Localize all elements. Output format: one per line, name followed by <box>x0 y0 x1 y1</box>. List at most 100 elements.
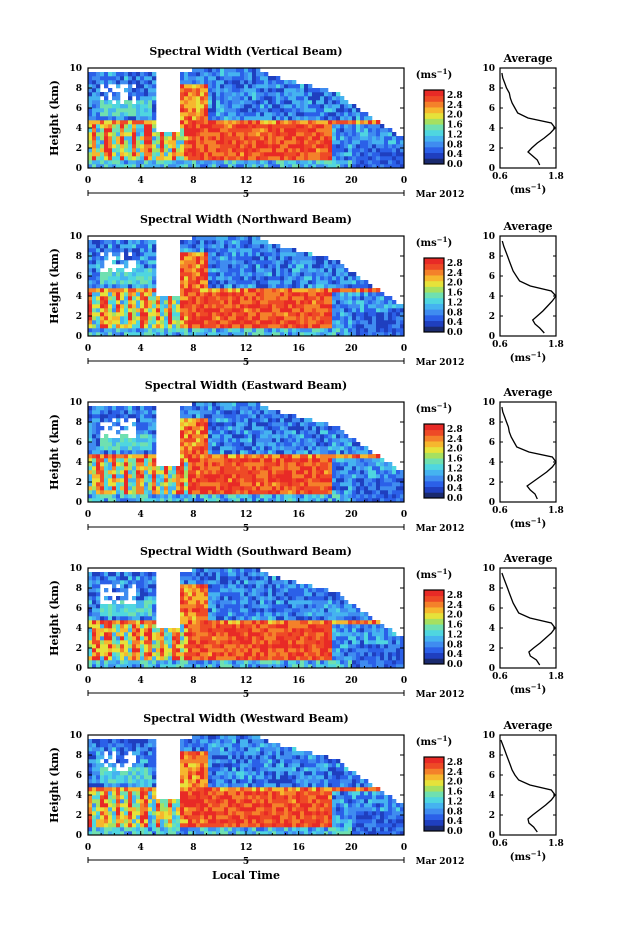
heatmap-cell <box>236 414 241 419</box>
heatmap-cell <box>240 244 245 249</box>
heatmap-cell <box>292 112 297 117</box>
heatmap-cell <box>116 76 121 81</box>
heatmap-cell <box>152 260 157 265</box>
heatmap-cell <box>176 320 181 325</box>
heatmap-cell <box>192 240 197 245</box>
heatmap-cell <box>88 252 93 257</box>
heatmap-cell <box>268 100 273 105</box>
date-label: Mar 2012 <box>416 358 465 368</box>
heatmap-cell <box>288 442 293 447</box>
heatmap-cell <box>204 478 209 483</box>
heatmap-cell <box>200 410 205 415</box>
heatmap-cell <box>100 478 105 483</box>
heatmap-cell <box>172 470 177 475</box>
heatmap-cell <box>92 312 97 317</box>
heatmap-cell <box>300 96 305 101</box>
heatmap-cell <box>400 498 405 503</box>
heatmap-cell <box>260 312 265 317</box>
heatmap-cell <box>172 148 177 153</box>
heatmap-cell <box>300 260 305 265</box>
heatmap-cell <box>140 414 145 419</box>
heatmap-cell <box>268 76 273 81</box>
heatmap-cell <box>276 418 281 423</box>
heatmap-cell <box>268 156 273 161</box>
heatmap-cell <box>92 422 97 427</box>
heatmap-cell <box>260 252 265 257</box>
heatmap-cell <box>100 80 105 85</box>
heatmap-cell <box>88 104 93 109</box>
heatmap-cell <box>200 422 205 427</box>
heatmap-cell <box>260 108 265 113</box>
colorbar-unit: (ms−1) <box>416 401 452 415</box>
heatmap-cell <box>212 128 217 133</box>
heatmap-cell <box>152 470 157 475</box>
heatmap-cell <box>144 442 149 447</box>
heatmap-cell <box>180 88 185 93</box>
heatmap-cell <box>308 160 313 165</box>
heatmap-cell <box>248 252 253 257</box>
heatmap-cell <box>208 244 213 249</box>
heatmap-cell <box>396 304 401 309</box>
heatmap-cell <box>260 300 265 305</box>
heatmap-cell <box>228 300 233 305</box>
heatmap-cell <box>216 104 221 109</box>
heatmap-cell <box>108 128 113 133</box>
heatmap-cell <box>212 68 217 73</box>
heatmap-cell <box>204 316 209 321</box>
heatmap-cell <box>256 264 261 269</box>
heatmap-cell <box>208 324 213 329</box>
heatmap-cell <box>236 92 241 97</box>
heatmap-cell <box>240 470 245 475</box>
heatmap-cell <box>260 148 265 153</box>
heatmap-cell <box>104 252 109 257</box>
heatmap-cell <box>192 68 197 73</box>
heatmap-cell <box>152 284 157 289</box>
heatmap-cell <box>144 304 149 309</box>
heatmap-cell <box>196 140 201 145</box>
heatmap-cell <box>352 112 357 117</box>
heatmap-cell <box>192 312 197 317</box>
heatmap-cell <box>200 442 205 447</box>
heatmap-cell <box>372 296 377 301</box>
heatmap-cell <box>352 470 357 475</box>
heatmap-cell <box>260 498 265 503</box>
heatmap-cell <box>144 244 149 249</box>
heatmap-cell <box>92 462 97 467</box>
heatmap-cell <box>340 264 345 269</box>
heatmap-cell <box>164 164 169 169</box>
heatmap-cell <box>144 152 149 157</box>
heatmap-cell <box>372 486 377 491</box>
heatmap-cell <box>344 132 349 137</box>
heatmap-cell <box>180 332 185 337</box>
heatmap-cell <box>332 136 337 141</box>
heatmap-cell <box>144 84 149 89</box>
heatmap-cell <box>300 84 305 89</box>
heatmap-cell <box>192 156 197 161</box>
heatmap-cell <box>124 108 129 113</box>
heatmap-cell <box>240 136 245 141</box>
heatmap-cell <box>356 160 361 165</box>
heatmap-cell <box>236 272 241 277</box>
heatmap-cell <box>252 308 257 313</box>
heatmap-cell <box>344 116 349 121</box>
colorbar-swatch <box>424 475 444 482</box>
heatmap-cell <box>92 156 97 161</box>
heatmap-cell <box>292 312 297 317</box>
heatmap-cell <box>228 494 233 499</box>
heatmap-cell <box>160 160 165 165</box>
heatmap-cell <box>212 252 217 257</box>
heatmap-cell <box>388 160 393 165</box>
heatmap-cell <box>208 124 213 129</box>
heatmap-cell <box>344 494 349 499</box>
heatmap-cell <box>184 156 189 161</box>
heatmap-cell <box>232 76 237 81</box>
heatmap-cell <box>160 316 165 321</box>
heatmap-cell <box>244 96 249 101</box>
heatmap-cell <box>192 494 197 499</box>
heatmap-cell <box>228 92 233 97</box>
heatmap-cell <box>312 478 317 483</box>
heatmap-cell <box>188 268 193 273</box>
heatmap-cell <box>88 304 93 309</box>
heatmap-cell <box>144 328 149 333</box>
heatmap-cell <box>276 410 281 415</box>
